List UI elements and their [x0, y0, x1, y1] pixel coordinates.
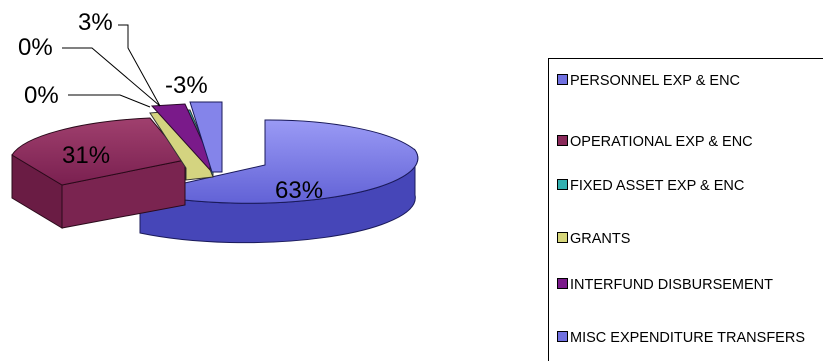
leader-line-grants [68, 94, 151, 108]
legend-label-fixed-asset: FIXED ASSET EXP & ENC [570, 178, 745, 194]
data-label-interfund: 3% [78, 9, 113, 36]
legend-swatch-grants [557, 232, 568, 243]
legend: PERSONNEL EXP & ENC OPERATIONAL EXP & EN… [548, 58, 823, 361]
leader-line-interfund [118, 24, 161, 107]
data-label-fixed-asset: 0% [18, 34, 53, 61]
legend-swatch-fixed-asset [557, 179, 568, 190]
legend-item-interfund: INTERFUND DISBURSEMENT [557, 275, 819, 295]
legend-swatch-personnel [557, 74, 568, 85]
legend-label-operational: OPERATIONAL EXP & ENC [570, 134, 753, 150]
legend-item-misc: MISC EXPENDITURE TRANSFERS [557, 328, 819, 348]
data-label-operational: 31% [62, 142, 110, 169]
data-label-grants: 0% [24, 82, 59, 109]
pie-slice-personnel [139, 119, 419, 204]
legend-swatch-interfund [557, 278, 568, 289]
leader-line-fixed-asset [62, 47, 161, 107]
legend-item-fixed-asset: FIXED ASSET EXP & ENC [557, 176, 819, 196]
legend-swatch-misc [557, 331, 568, 342]
legend-label-personnel: PERSONNEL EXP & ENC [570, 73, 741, 89]
legend-label-grants: GRANTS [570, 231, 631, 247]
legend-item-grants: GRANTS [557, 229, 819, 249]
legend-item-operational: OPERATIONAL EXP & ENC [557, 132, 819, 152]
legend-label-misc: MISC EXPENDITURE TRANSFERS [570, 330, 805, 346]
legend-swatch-operational [557, 135, 568, 146]
pie-slice-misc [189, 101, 223, 173]
data-label-personnel: 63% [275, 177, 323, 204]
legend-label-interfund: INTERFUND DISBURSEMENT [570, 277, 774, 293]
pie-slice-operational [11, 117, 186, 186]
legend-item-personnel: PERSONNEL EXP & ENC [557, 71, 819, 91]
data-label-misc: -3% [165, 72, 208, 99]
